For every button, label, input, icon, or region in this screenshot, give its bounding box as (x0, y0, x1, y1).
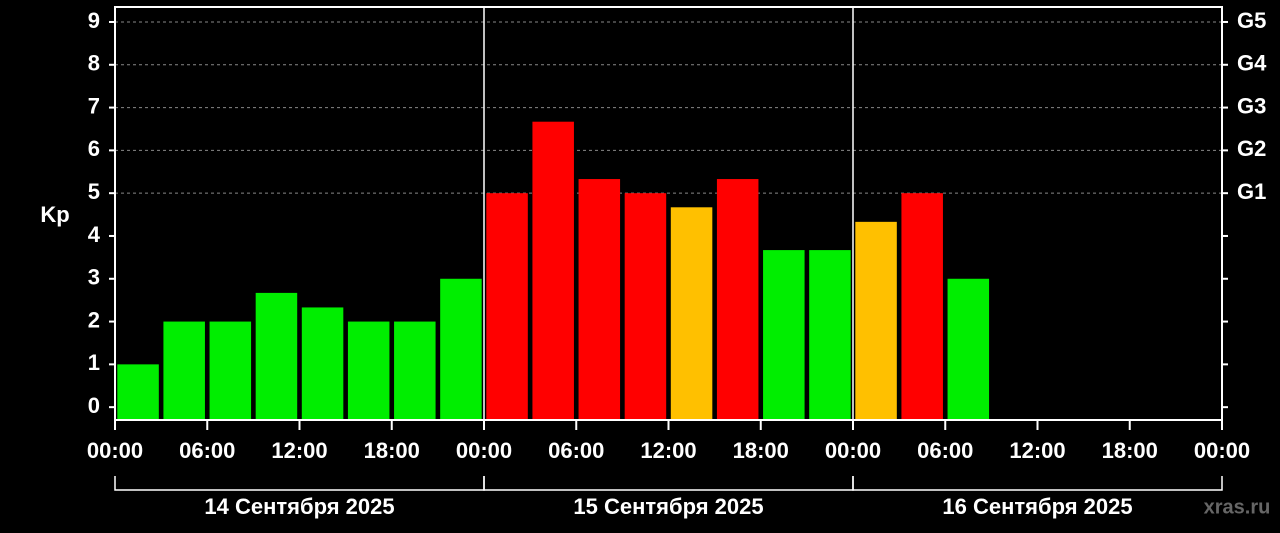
day-bracket (114, 476, 485, 491)
y-tick-label: 2 (88, 307, 100, 332)
y-axis-label: Kp (40, 202, 69, 227)
bar (947, 278, 990, 420)
bar (763, 250, 805, 420)
x-tick-label: 06:00 (179, 438, 235, 463)
bar (578, 179, 621, 420)
day-label: 16 Сентября 2025 (942, 494, 1132, 519)
x-tick-label: 00:00 (456, 438, 512, 463)
bar (716, 179, 759, 420)
bar (163, 321, 205, 420)
bar (532, 121, 574, 420)
y2-tick-label: G5 (1237, 8, 1266, 33)
y-tick-label: 4 (88, 222, 101, 247)
x-tick-label: 00:00 (87, 438, 143, 463)
day-bracket (483, 476, 854, 491)
x-tick-label: 18:00 (1102, 438, 1158, 463)
bar (670, 207, 713, 420)
x-tick-label: 12:00 (271, 438, 327, 463)
bar (117, 364, 159, 420)
y2-tick-label: G4 (1237, 51, 1267, 76)
x-tick-label: 00:00 (1194, 438, 1250, 463)
bar (301, 307, 344, 420)
day-label: 14 Сентября 2025 (204, 494, 394, 519)
bar (624, 193, 667, 420)
bar (255, 292, 298, 420)
bar (440, 278, 482, 420)
x-tick-label: 06:00 (548, 438, 604, 463)
y2-tick-label: G2 (1237, 136, 1266, 161)
bar (809, 250, 851, 420)
bar (347, 321, 390, 420)
bar (901, 193, 943, 420)
y2-tick-label: G1 (1237, 179, 1266, 204)
x-tick-label: 00:00 (825, 438, 881, 463)
x-tick-label: 06:00 (917, 438, 973, 463)
bar (855, 221, 897, 420)
y2-tick-label: G3 (1237, 93, 1266, 118)
x-tick-label: 12:00 (640, 438, 696, 463)
x-tick-label: 18:00 (733, 438, 789, 463)
day-bracket (852, 476, 1223, 491)
y-tick-label: 7 (88, 93, 100, 118)
y-tick-label: 1 (88, 350, 100, 375)
bar (394, 321, 436, 420)
y-tick-label: 3 (88, 265, 100, 290)
x-tick-label: 12:00 (1009, 438, 1065, 463)
day-label: 15 Сентября 2025 (573, 494, 763, 519)
y-tick-label: 9 (88, 8, 100, 33)
x-tick-label: 18:00 (364, 438, 420, 463)
y-tick-label: 5 (88, 179, 100, 204)
bar (209, 321, 252, 420)
y-tick-label: 6 (88, 136, 100, 161)
bar (486, 193, 528, 420)
watermark: xras.ru (1204, 496, 1271, 518)
y-tick-label: 0 (88, 393, 100, 418)
y-tick-label: 8 (88, 51, 100, 76)
